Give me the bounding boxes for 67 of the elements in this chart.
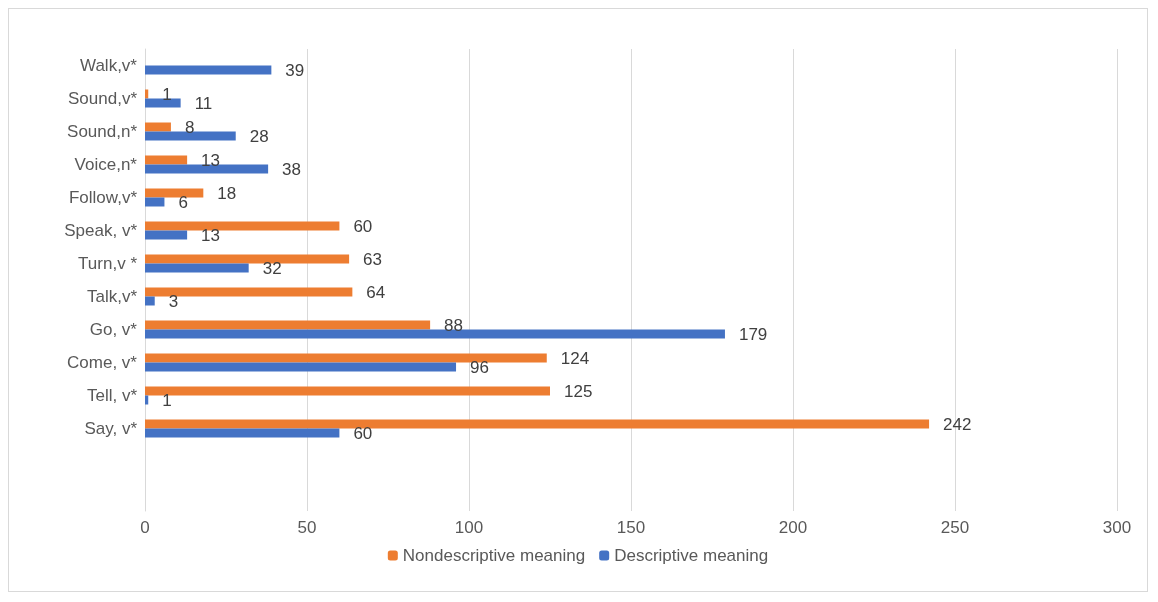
bar — [145, 122, 171, 132]
data-label: 28 — [249, 126, 269, 146]
data-label: 96 — [470, 357, 489, 377]
y-tick-label: Go, v* — [89, 320, 138, 339]
bar — [145, 362, 457, 372]
x-tick-label: 200 — [778, 518, 808, 537]
data-label: 179 — [738, 324, 768, 344]
bar — [145, 353, 547, 363]
bar — [145, 254, 350, 264]
x-tick-label: 250 — [940, 518, 970, 537]
data-label: 1 — [162, 84, 172, 104]
legend-label: Descriptive meaning — [614, 546, 769, 565]
legend-label: Nondescriptive meaning — [402, 546, 586, 565]
bar — [145, 329, 725, 339]
data-label: 125 — [564, 381, 593, 401]
data-label: 1 — [162, 390, 172, 410]
bar — [145, 419, 930, 429]
x-tick-label: 300 — [1102, 518, 1132, 537]
data-label: 63 — [363, 249, 383, 269]
x-tick-label: 0 — [140, 518, 150, 537]
data-label: 60 — [353, 216, 373, 236]
data-label: 39 — [285, 60, 305, 80]
bar — [145, 188, 204, 198]
data-label: 13 — [201, 225, 221, 245]
y-tick-label: Turn,v * — [78, 254, 138, 273]
data-label: 3 — [168, 291, 179, 311]
bar — [145, 65, 272, 75]
data-label: 124 — [560, 348, 590, 368]
data-label: 242 — [943, 414, 972, 434]
bar — [145, 221, 340, 231]
x-tick-label: 50 — [297, 518, 317, 537]
bar — [145, 287, 353, 297]
bar — [145, 230, 188, 240]
bar — [145, 98, 181, 108]
y-tick-label: Sound,v* — [68, 89, 138, 108]
y-tick-label: Tell, v* — [86, 386, 138, 405]
bar — [145, 386, 550, 396]
bar — [145, 131, 236, 141]
y-tick-label: Speak, v* — [64, 221, 138, 240]
bar — [145, 155, 188, 165]
bar — [145, 395, 149, 405]
data-label: 32 — [262, 258, 282, 278]
y-tick-label: Voice,n* — [74, 155, 138, 174]
y-tick-label: Talk,v* — [86, 287, 138, 306]
bar — [145, 164, 269, 174]
y-tick-label: Sound,n* — [67, 122, 138, 141]
data-label: 38 — [282, 159, 302, 179]
bar — [145, 296, 155, 306]
bar — [145, 428, 340, 438]
bar — [145, 320, 431, 330]
bar — [145, 197, 165, 207]
data-label: 11 — [194, 93, 213, 113]
y-tick-label: Say, v* — [84, 419, 138, 438]
data-label: 18 — [217, 183, 237, 203]
y-tick-label: Come, v* — [67, 353, 138, 372]
data-label: 8 — [184, 117, 195, 137]
bar — [145, 263, 249, 273]
bar — [145, 89, 149, 99]
data-label: 64 — [366, 282, 386, 302]
data-label: 13 — [201, 150, 221, 170]
y-tick-label: Walk,v* — [80, 56, 138, 75]
data-label: 60 — [353, 423, 373, 443]
x-tick-label: 150 — [616, 518, 646, 537]
data-label: 6 — [178, 192, 188, 212]
x-tick-label: 100 — [454, 518, 484, 537]
y-tick-label: Follow,v* — [68, 188, 138, 207]
data-label: 88 — [444, 315, 464, 335]
